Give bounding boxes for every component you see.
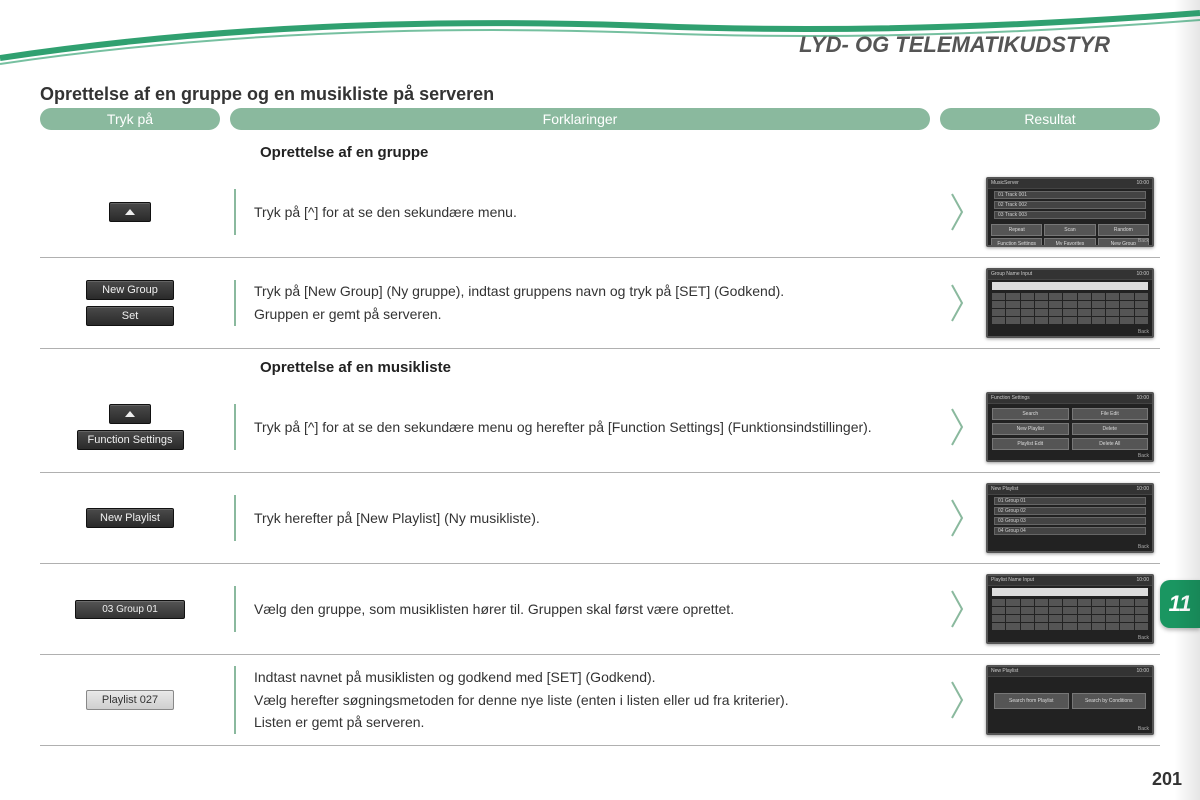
press-column: New Group Set xyxy=(40,280,220,326)
press-column xyxy=(40,202,220,222)
explanation-column: Tryk på [New Group] (Ny gruppe), indtast… xyxy=(234,280,934,326)
flow-arrow-icon xyxy=(948,192,966,232)
column-headers: Tryk på Forklaringer Resultat xyxy=(40,106,1160,132)
flow-arrow-icon xyxy=(948,407,966,447)
press-column: New Playlist xyxy=(40,508,220,528)
playlist-field-graphic: Playlist 027 xyxy=(86,690,174,710)
section-title-playlist: Oprettelse af en musikliste xyxy=(260,359,1160,376)
result-screen-thumbnail: Playlist Name Input10:00Back xyxy=(986,574,1154,644)
page-number: 201 xyxy=(1152,769,1182,790)
result-screen-thumbnail: Function Settings10:00SearchFile EditNew… xyxy=(986,392,1154,462)
instruction-row: Tryk på [^] for at se den sekundære menu… xyxy=(40,167,1160,258)
section-title-group: Oprettelse af en gruppe xyxy=(260,144,1160,161)
instruction-row: Playlist 027 Indtast navnet på musikliste… xyxy=(40,655,1160,746)
instruction-row: New Playlist Tryk herefter på [New Playli… xyxy=(40,473,1160,564)
press-column: Playlist 027 xyxy=(40,690,220,710)
device-button-graphic: Function Settings xyxy=(77,430,184,450)
explanation-column: Indtast navnet på musiklisten og godkend… xyxy=(234,666,934,735)
header-explanation: Forklaringer xyxy=(230,108,930,130)
result-column: Group Name Input10:00Back xyxy=(980,268,1160,338)
result-screen-thumbnail: MusicServer10:0001 Track 00102 Track 002… xyxy=(986,177,1154,247)
flow-arrow-icon xyxy=(948,680,966,720)
page-edge-shadow xyxy=(1174,0,1200,800)
result-screen-thumbnail: New Playlist10:0001 Group 0102 Group 020… xyxy=(986,483,1154,553)
chapter-tab: 11 xyxy=(1160,580,1200,628)
header-result: Resultat xyxy=(940,108,1160,130)
result-column: MusicServer10:0001 Track 00102 Track 002… xyxy=(980,177,1160,247)
explanation-text: Vælg den gruppe, som musiklisten hører t… xyxy=(254,600,934,619)
device-button-graphic: New Playlist xyxy=(86,508,174,528)
explanation-text: Tryk på [^] for at se den sekundære menu… xyxy=(254,418,934,437)
explanation-column: Vælg den gruppe, som musiklisten hører t… xyxy=(234,586,934,632)
up-arrow-button-graphic xyxy=(109,404,151,424)
result-column: Function Settings10:00SearchFile EditNew… xyxy=(980,392,1160,462)
explanation-column: Tryk herefter på [New Playlist] (Ny musi… xyxy=(234,495,934,541)
explanation-text: Vælg herefter søgningsmetoden for denne … xyxy=(254,691,934,710)
explanation-text: Tryk på [New Group] (Ny gruppe), indtast… xyxy=(254,282,934,301)
press-column: Function Settings xyxy=(40,404,220,450)
chapter-title: LYD- OG TELEMATIKUDSTYR xyxy=(799,32,1110,58)
explanation-column: Tryk på [^] for at se den sekundære menu… xyxy=(234,404,934,450)
page-subtitle: Oprettelse af en gruppe og en musikliste… xyxy=(40,84,494,105)
result-column: Playlist Name Input10:00Back xyxy=(980,574,1160,644)
result-screen-thumbnail: New Playlist10:00Search from PlaylistSea… xyxy=(986,665,1154,735)
header-press: Tryk på xyxy=(40,108,220,130)
explanation-text: Indtast navnet på musiklisten og godkend… xyxy=(254,668,934,687)
press-column: 03 Group 01 xyxy=(40,600,220,619)
explanation-text: Gruppen er gemt på serveren. xyxy=(254,305,934,324)
up-arrow-button-graphic xyxy=(109,202,151,222)
instruction-row: 03 Group 01 Vælg den gruppe, som musiklis… xyxy=(40,564,1160,655)
instruction-row: Function Settings Tryk på [^] for at se d… xyxy=(40,382,1160,473)
explanation-text: Tryk herefter på [New Playlist] (Ny musi… xyxy=(254,509,934,528)
explanation-text: Listen er gemt på serveren. xyxy=(254,713,934,732)
instruction-row: New Group Set Tryk på [New Group] (Ny grup… xyxy=(40,258,1160,349)
result-column: New Playlist10:0001 Group 0102 Group 020… xyxy=(980,483,1160,553)
explanation-text: Tryk på [^] for at se den sekundære menu… xyxy=(254,203,934,222)
result-screen-thumbnail: Group Name Input10:00Back xyxy=(986,268,1154,338)
group-row-graphic: 03 Group 01 xyxy=(75,600,185,619)
device-button-graphic: Set xyxy=(86,306,174,326)
flow-arrow-icon xyxy=(948,498,966,538)
flow-arrow-icon xyxy=(948,589,966,629)
flow-arrow-icon xyxy=(948,283,966,323)
result-column: New Playlist10:00Search from PlaylistSea… xyxy=(980,665,1160,735)
device-button-graphic: New Group xyxy=(86,280,174,300)
explanation-column: Tryk på [^] for at se den sekundære menu… xyxy=(234,189,934,235)
